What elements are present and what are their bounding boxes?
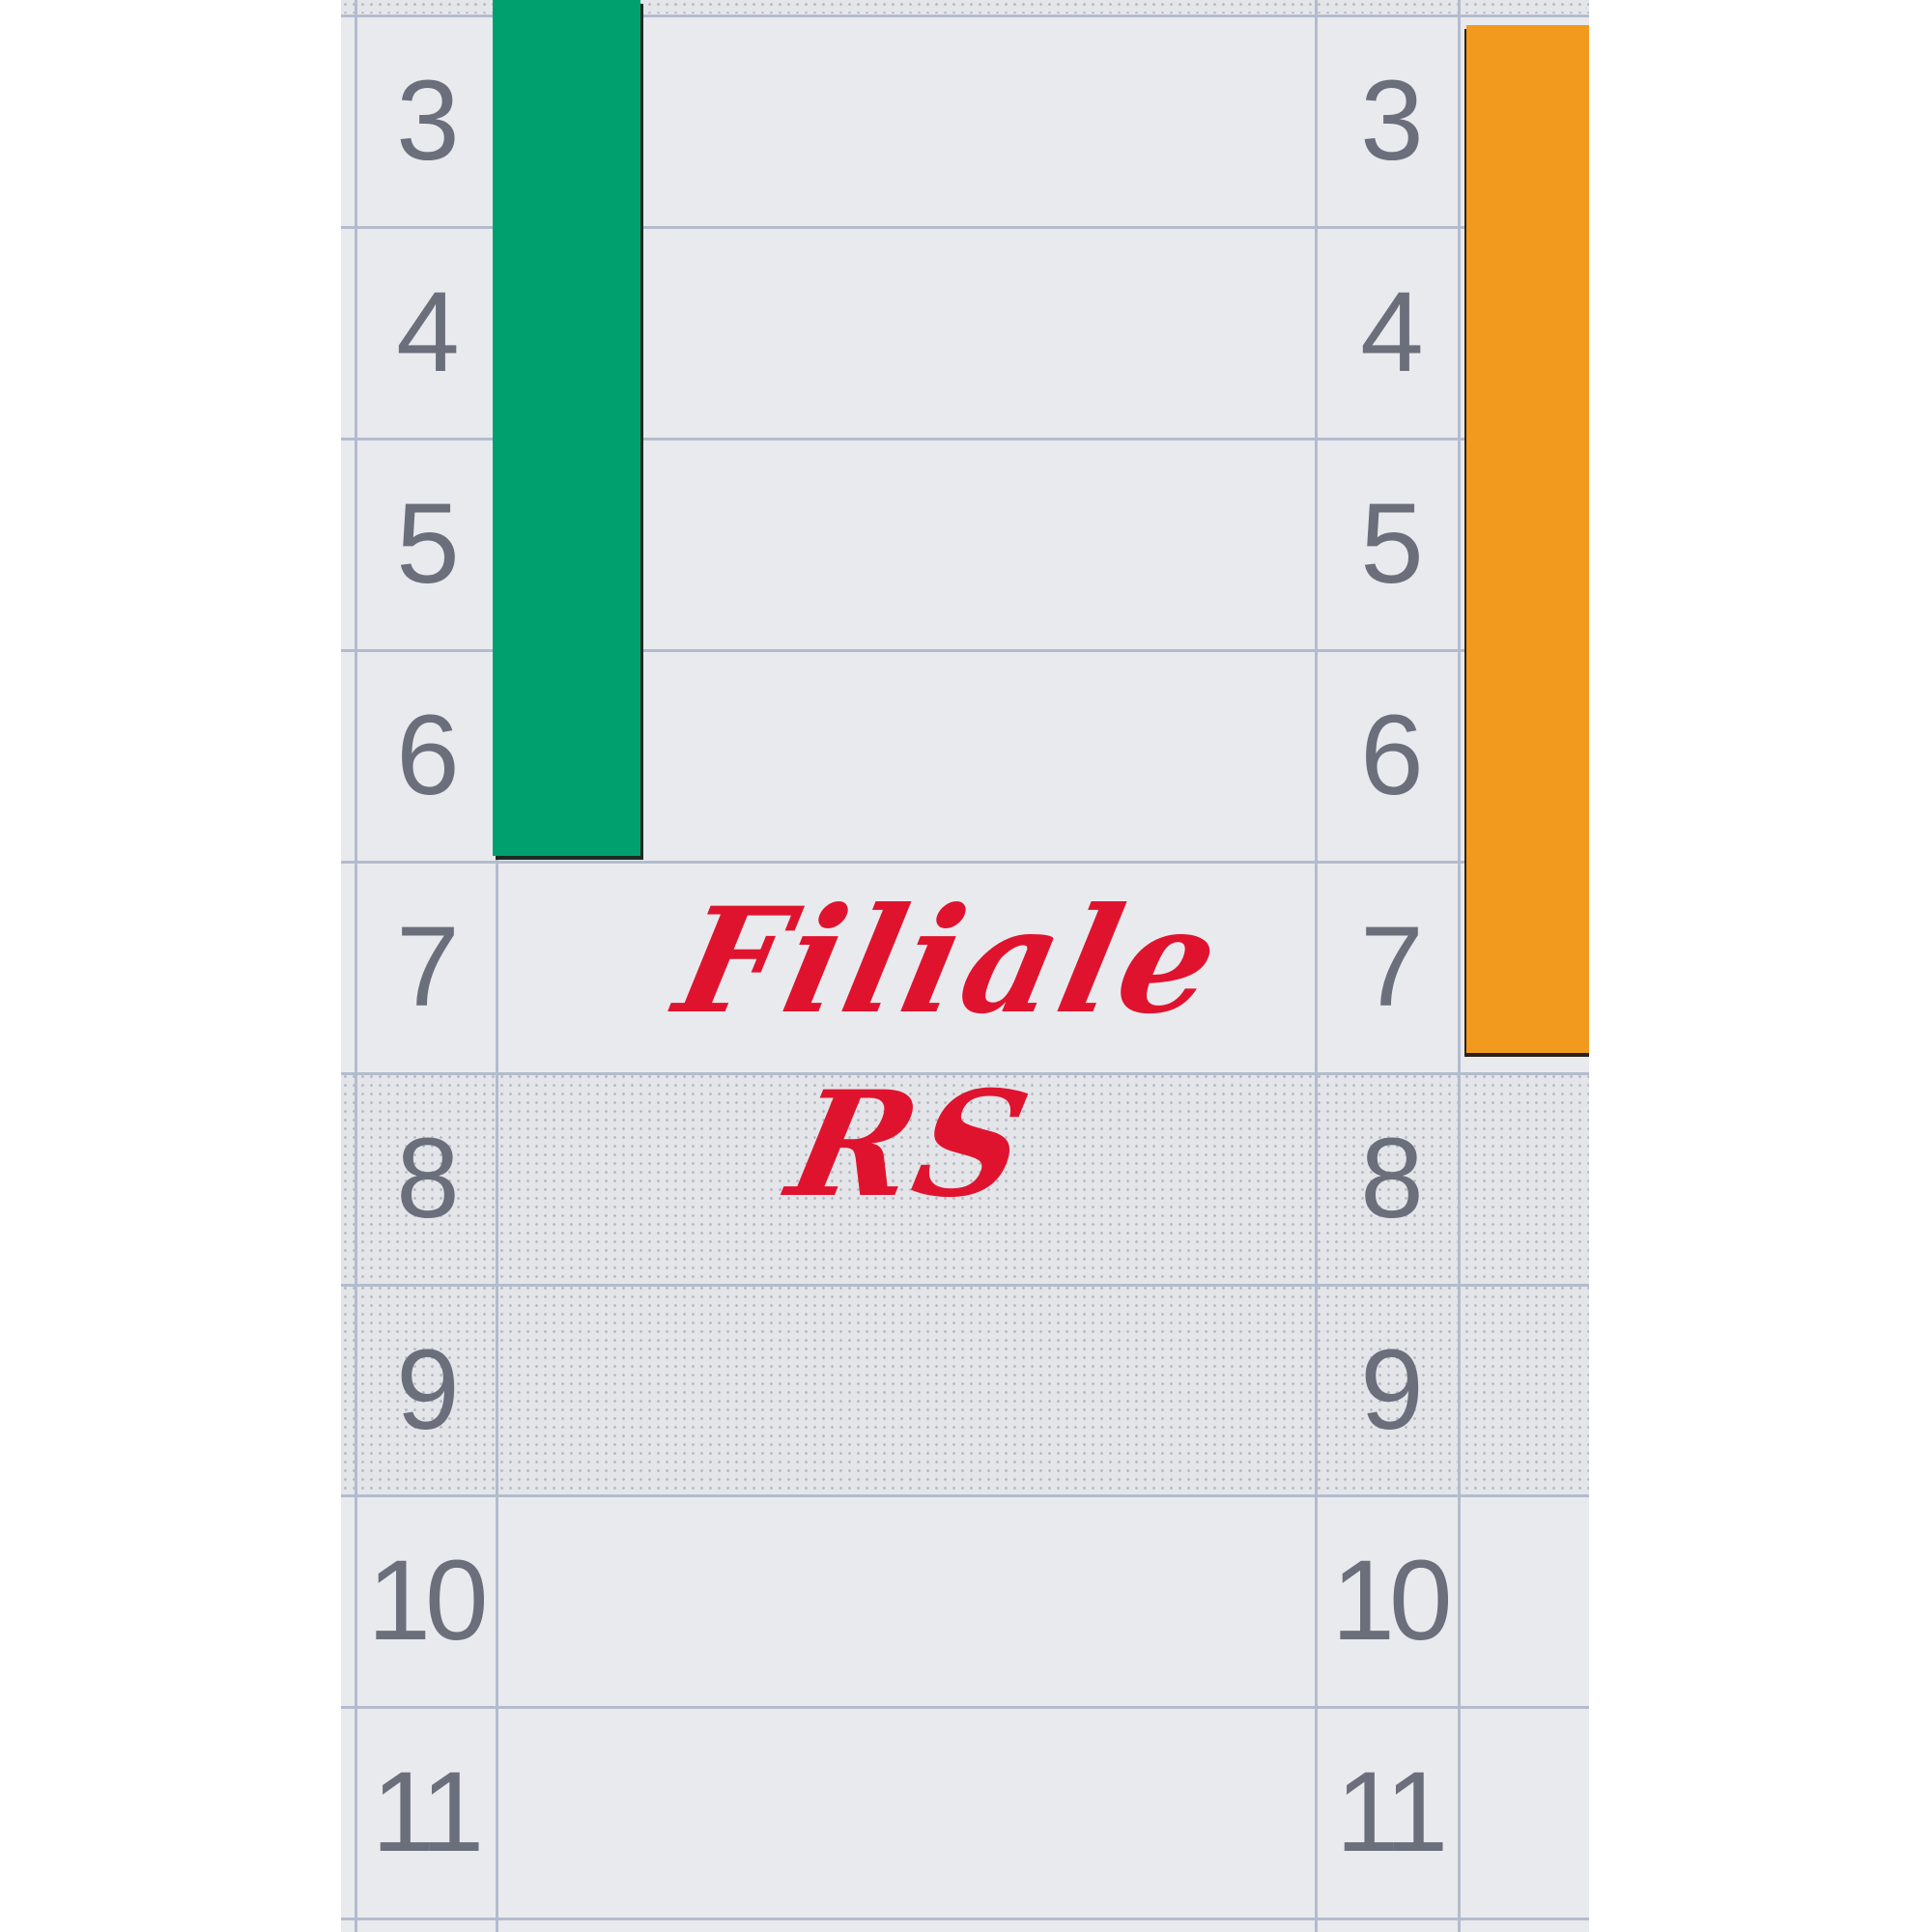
- green-magnetic-bar[interactable]: [493, 0, 640, 856]
- planning-board: 3 4 5 6 7 8 9 10 11 3 4 5 6 7 8 9 10 11 …: [341, 0, 1589, 1932]
- row-number: 4: [396, 269, 460, 396]
- row-number: 8: [1360, 1115, 1424, 1242]
- grid-line: [341, 226, 1589, 229]
- row-number: 6: [1360, 692, 1424, 819]
- grid-line: [1315, 0, 1318, 1932]
- row-number: 8: [396, 1115, 460, 1242]
- handwritten-label: Filiale RS: [663, 876, 1236, 1230]
- row-number: 7: [1360, 903, 1424, 1031]
- grid-line: [496, 0, 498, 1932]
- row-number: 3: [396, 57, 460, 185]
- row-number: 5: [396, 480, 460, 608]
- shaded-row-9: [341, 1284, 1589, 1494]
- row-number: 10: [1331, 1537, 1452, 1664]
- row-number: 9: [1360, 1326, 1424, 1454]
- grid-line: [341, 438, 1589, 440]
- row-number: 11: [371, 1748, 485, 1876]
- row-number: 6: [396, 692, 460, 819]
- row-number: 9: [396, 1326, 460, 1454]
- row-number: 10: [367, 1537, 488, 1664]
- shaded-row-8: [341, 1072, 1589, 1284]
- grid-line: [341, 861, 1589, 864]
- row-number: 4: [1360, 269, 1424, 396]
- grid-line: [341, 1918, 1589, 1920]
- grid-line: [1458, 0, 1461, 1932]
- grid-line: [341, 1494, 1589, 1497]
- row-number: 11: [1335, 1748, 1449, 1876]
- shaded-top-strip: [341, 0, 1589, 14]
- row-number: 3: [1360, 57, 1424, 185]
- orange-magnetic-bar[interactable]: [1466, 25, 1589, 1053]
- row-number: 7: [396, 903, 460, 1031]
- grid-line: [341, 1072, 1589, 1075]
- grid-line: [341, 1284, 1589, 1287]
- grid-line: [341, 14, 1589, 17]
- row-number: 5: [1360, 480, 1424, 608]
- grid-line: [341, 1706, 1589, 1709]
- grid-line: [341, 649, 1589, 652]
- grid-line: [355, 0, 357, 1932]
